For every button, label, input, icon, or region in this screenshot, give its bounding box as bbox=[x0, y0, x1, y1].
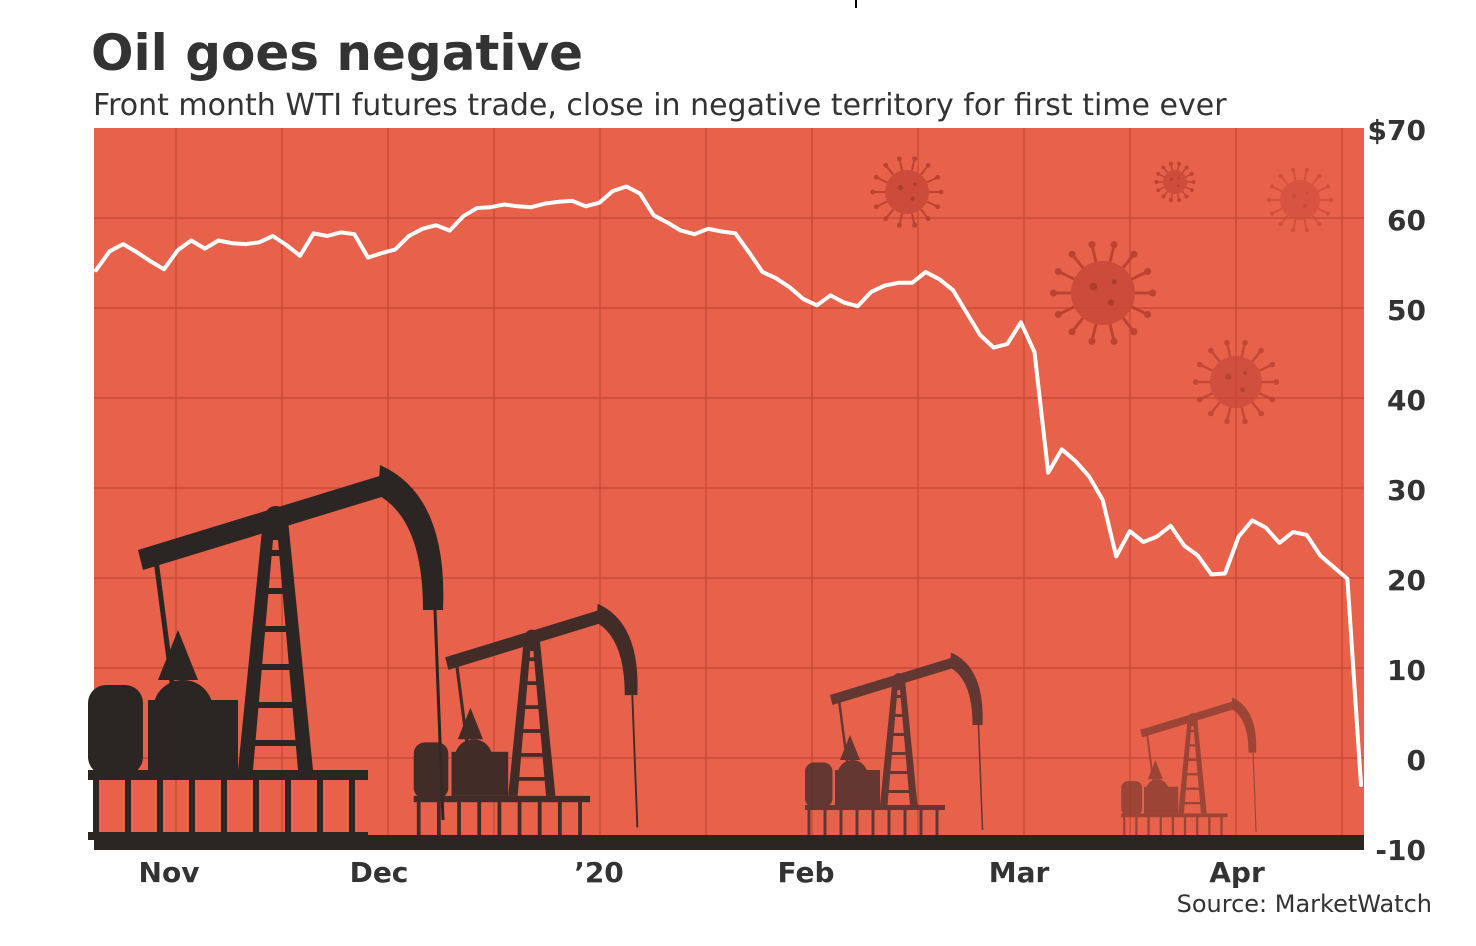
coronavirus-icon bbox=[1154, 161, 1196, 203]
x-tick-label: Nov bbox=[139, 856, 200, 889]
chart-subtitle: Front month WTI futures trade, close in … bbox=[93, 88, 1227, 123]
y-tick-label: 50 bbox=[1387, 294, 1426, 327]
y-tick-label: 30 bbox=[1387, 474, 1426, 507]
y-tick-label: -10 bbox=[1375, 834, 1426, 867]
oil-pump-jacks bbox=[88, 465, 1257, 840]
pump-jack bbox=[805, 652, 984, 840]
ground-strip bbox=[94, 835, 1364, 850]
y-tick-label: 60 bbox=[1387, 204, 1426, 237]
coronavirus-icon bbox=[1266, 167, 1334, 233]
source-note: Source: MarketWatch bbox=[1177, 890, 1432, 918]
pump-jack bbox=[88, 465, 445, 840]
y-tick-label: $70 bbox=[1368, 114, 1426, 147]
x-tick-label: Mar bbox=[989, 856, 1050, 889]
coronavirus-icon bbox=[1192, 339, 1280, 425]
coronavirus-icon bbox=[870, 156, 944, 228]
y-tick-label: 10 bbox=[1387, 654, 1426, 687]
wti-price-line bbox=[94, 184, 1363, 787]
x-axis-ticks: Nov Dec ’20 Feb Mar Apr bbox=[139, 856, 1265, 889]
pump-jack bbox=[1121, 697, 1257, 840]
x-tick-label: Dec bbox=[350, 856, 409, 889]
y-tick-label: 20 bbox=[1387, 564, 1426, 597]
x-tick-label: ’20 bbox=[574, 856, 624, 889]
pump-jack bbox=[413, 603, 639, 840]
x-tick-label: Feb bbox=[777, 856, 834, 889]
y-tick-label: 0 bbox=[1407, 744, 1426, 777]
chart-title: Oil goes negative bbox=[91, 24, 583, 82]
coronavirus-icon bbox=[1049, 241, 1157, 345]
x-tick-label: Apr bbox=[1209, 856, 1265, 889]
coronavirus-icons bbox=[870, 156, 1334, 425]
y-tick-label: 40 bbox=[1387, 384, 1426, 417]
y-axis-ticks: $70 60 50 40 30 20 10 0 -10 bbox=[1368, 114, 1426, 867]
